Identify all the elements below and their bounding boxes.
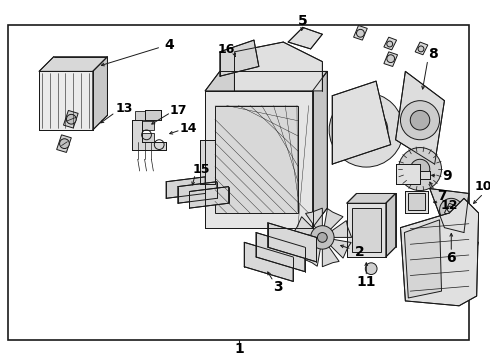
Circle shape: [446, 205, 456, 215]
Polygon shape: [294, 217, 322, 237]
Circle shape: [410, 159, 430, 179]
Polygon shape: [39, 71, 93, 130]
Polygon shape: [145, 111, 161, 120]
Polygon shape: [256, 233, 305, 271]
Polygon shape: [215, 105, 298, 213]
Polygon shape: [39, 57, 107, 71]
Circle shape: [387, 55, 394, 63]
Polygon shape: [322, 237, 339, 267]
Polygon shape: [352, 208, 381, 252]
Text: 1: 1: [234, 342, 244, 356]
Circle shape: [357, 30, 365, 37]
Text: 4: 4: [164, 38, 174, 52]
Circle shape: [400, 101, 440, 140]
Polygon shape: [166, 177, 205, 198]
Circle shape: [410, 111, 430, 130]
Text: 13: 13: [115, 102, 133, 115]
Polygon shape: [400, 198, 479, 306]
Bar: [135, 121, 154, 130]
Text: 12: 12: [441, 199, 458, 212]
Polygon shape: [132, 120, 166, 149]
Polygon shape: [384, 52, 397, 67]
Circle shape: [67, 114, 76, 124]
Circle shape: [440, 198, 463, 222]
Polygon shape: [234, 42, 322, 91]
Polygon shape: [302, 237, 322, 266]
Text: 14: 14: [180, 122, 197, 135]
Text: 5: 5: [298, 14, 308, 28]
Polygon shape: [293, 237, 322, 254]
Circle shape: [387, 41, 392, 47]
Polygon shape: [288, 27, 322, 49]
Polygon shape: [386, 193, 395, 257]
Circle shape: [366, 263, 377, 275]
Circle shape: [357, 120, 376, 140]
Polygon shape: [332, 81, 391, 164]
Polygon shape: [420, 171, 430, 179]
Polygon shape: [190, 186, 228, 208]
Text: 8: 8: [428, 47, 438, 61]
Text: 10: 10: [475, 180, 490, 193]
Polygon shape: [384, 37, 396, 50]
Circle shape: [60, 139, 70, 149]
Polygon shape: [200, 140, 215, 184]
Text: 17: 17: [170, 104, 188, 117]
Polygon shape: [322, 237, 351, 258]
Circle shape: [447, 206, 453, 212]
Bar: [135, 133, 154, 142]
Polygon shape: [205, 71, 327, 91]
Circle shape: [329, 93, 403, 167]
Bar: [8, 26, 469, 340]
Polygon shape: [405, 190, 428, 213]
Text: 16: 16: [218, 43, 235, 57]
Circle shape: [345, 108, 388, 152]
Circle shape: [470, 242, 476, 248]
Circle shape: [398, 148, 441, 190]
Text: 9: 9: [442, 169, 452, 183]
Polygon shape: [395, 164, 420, 184]
Polygon shape: [93, 57, 107, 130]
Polygon shape: [205, 91, 313, 228]
Bar: [135, 111, 154, 120]
Polygon shape: [244, 242, 293, 282]
Polygon shape: [467, 239, 479, 252]
Text: 6: 6: [446, 251, 456, 265]
Polygon shape: [57, 135, 72, 152]
Text: 7: 7: [437, 189, 446, 203]
Text: 11: 11: [357, 275, 376, 289]
Polygon shape: [430, 189, 469, 233]
Polygon shape: [415, 42, 428, 55]
Polygon shape: [313, 71, 327, 228]
Polygon shape: [354, 26, 368, 40]
Polygon shape: [444, 203, 456, 216]
Text: 15: 15: [193, 163, 210, 176]
Circle shape: [318, 233, 327, 242]
Polygon shape: [322, 208, 343, 237]
Polygon shape: [178, 182, 217, 203]
Polygon shape: [408, 193, 425, 210]
Polygon shape: [322, 221, 352, 237]
Text: 2: 2: [355, 245, 365, 259]
Circle shape: [418, 46, 424, 52]
Polygon shape: [347, 203, 386, 257]
Polygon shape: [395, 71, 444, 164]
Polygon shape: [268, 223, 317, 262]
Polygon shape: [404, 220, 441, 298]
Polygon shape: [306, 208, 322, 237]
Polygon shape: [220, 40, 259, 76]
Polygon shape: [64, 111, 78, 128]
Text: 3: 3: [273, 280, 283, 294]
Polygon shape: [347, 193, 395, 203]
Circle shape: [311, 226, 334, 249]
